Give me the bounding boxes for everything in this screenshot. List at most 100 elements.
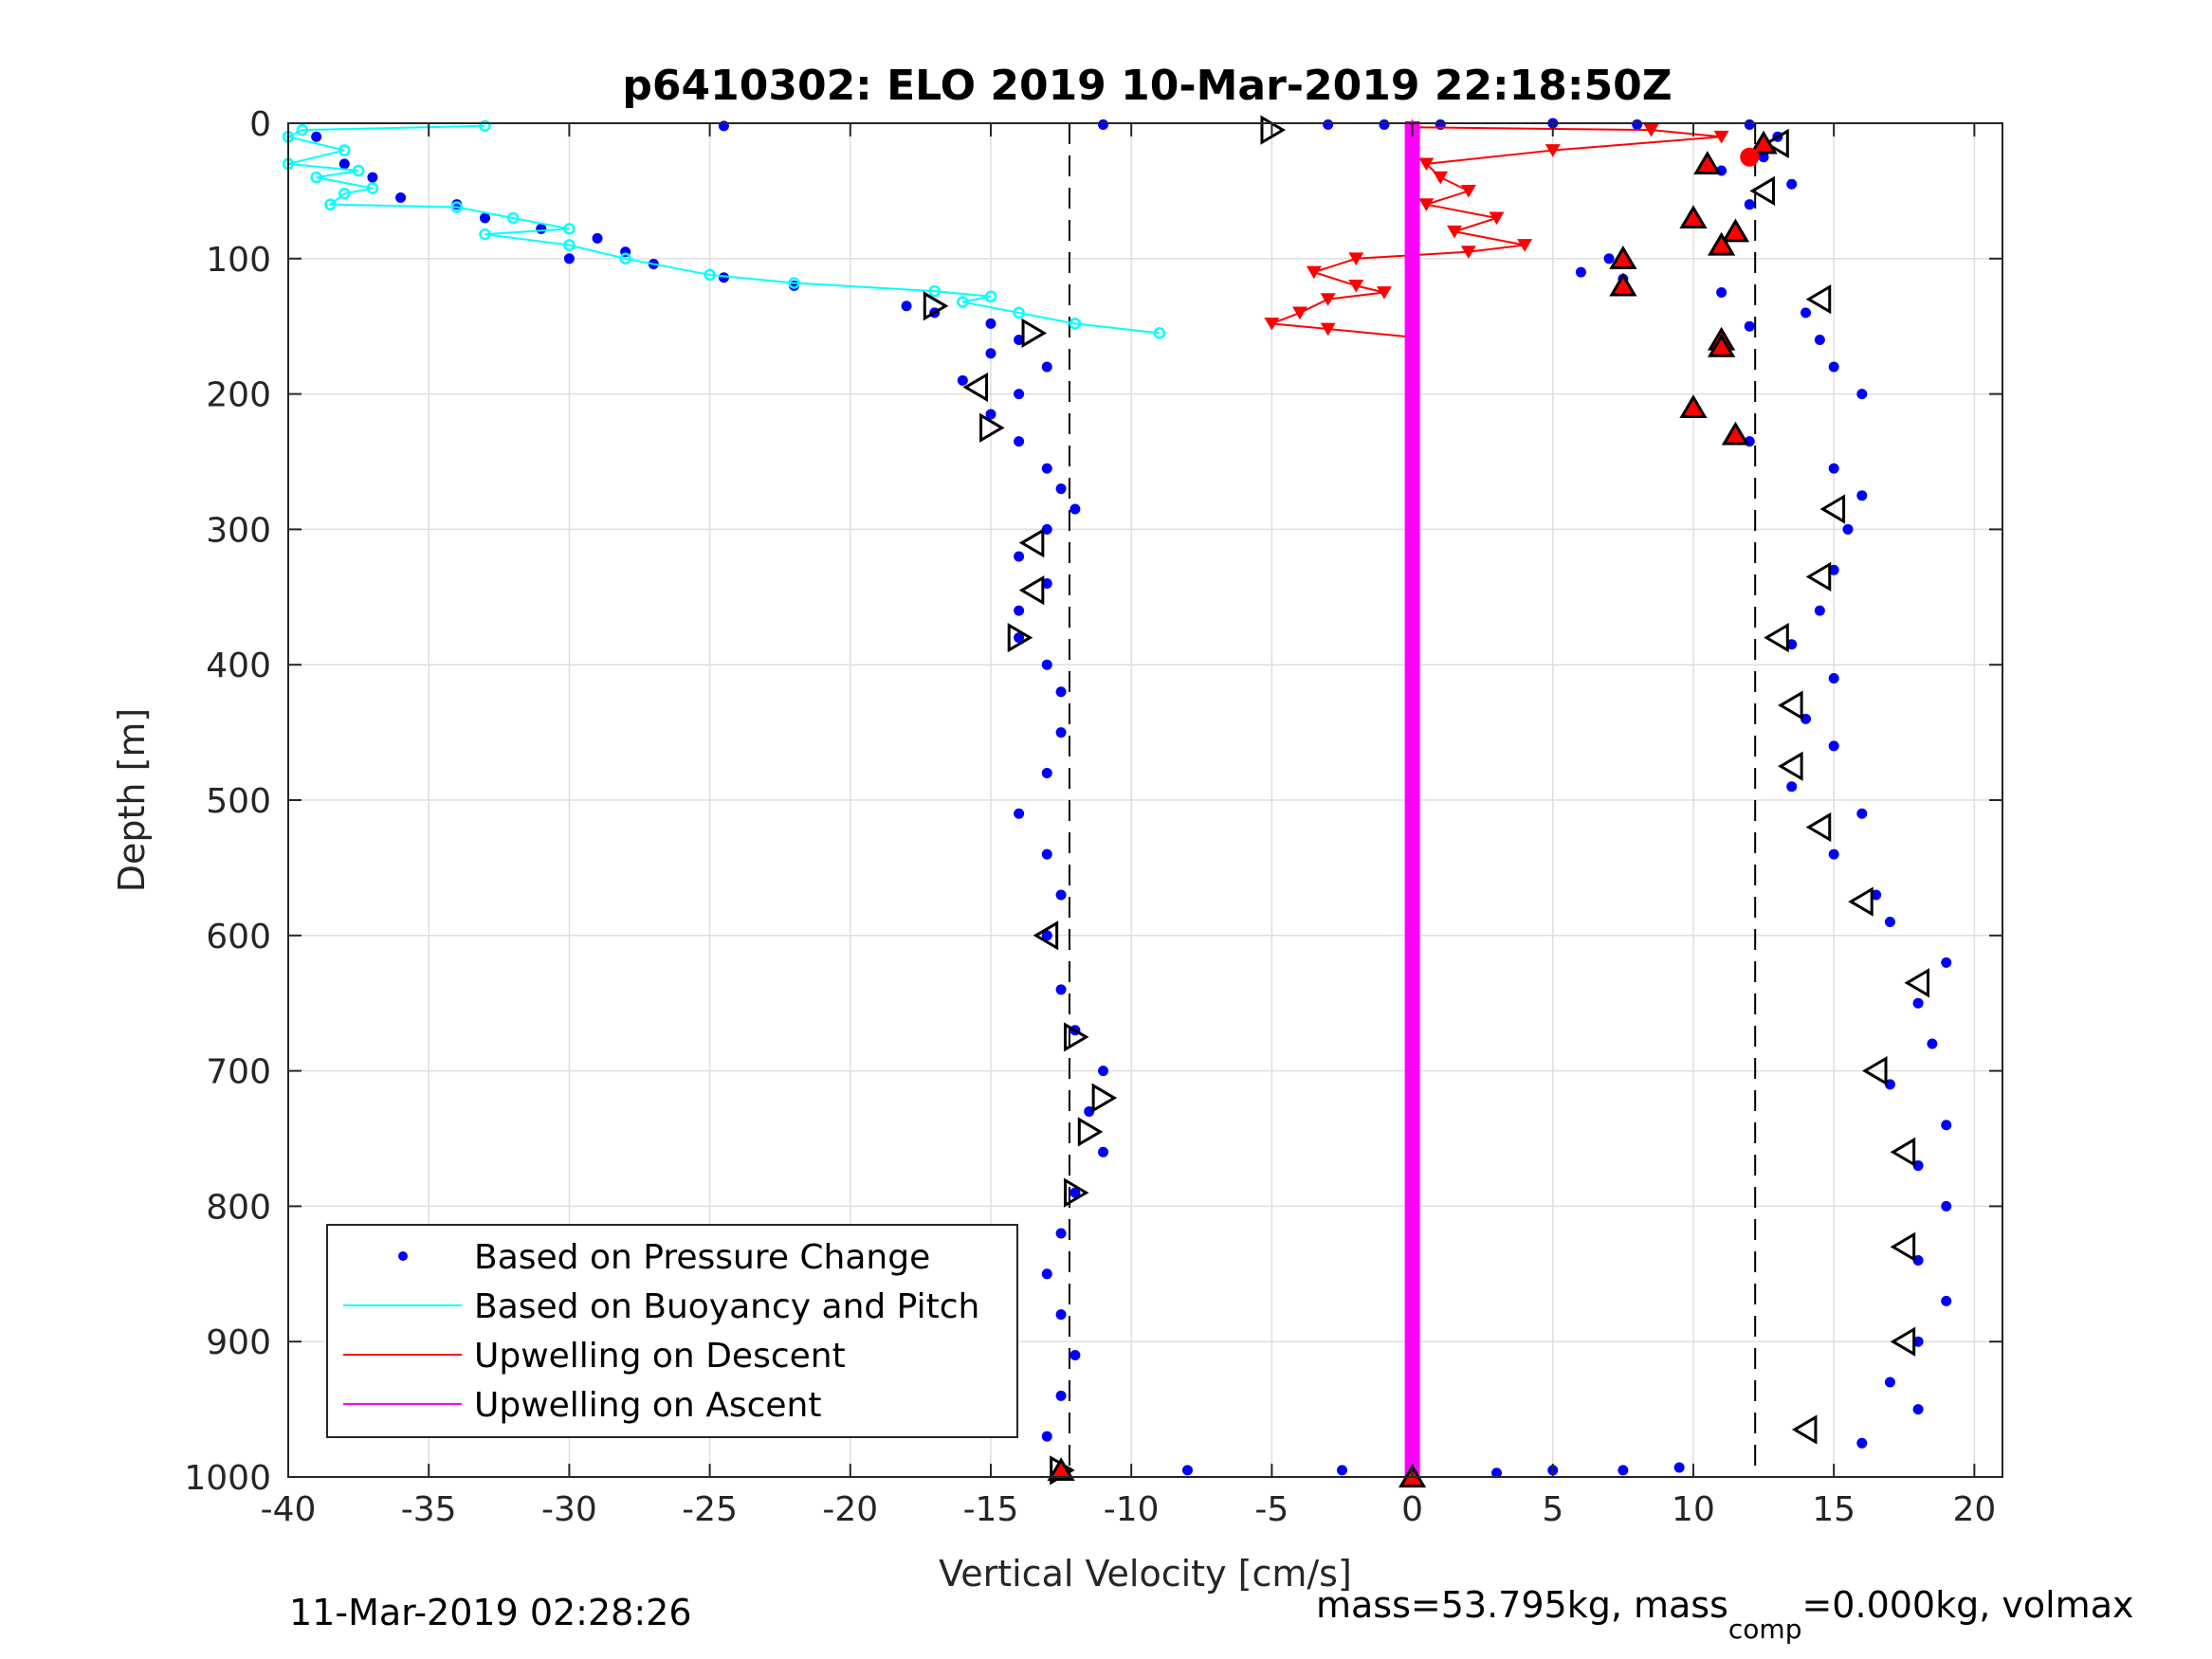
open-triangle-marker [1077, 1117, 1104, 1147]
footer-mass-subscript: comp [1728, 1613, 1802, 1645]
y-tick-label: 100 [206, 241, 271, 280]
x-tick-label: 20 [1952, 1490, 1996, 1529]
data-point [1306, 265, 1322, 280]
ascent-point [1407, 622, 1417, 631]
data-point [1716, 287, 1728, 298]
ascent-point [1407, 200, 1417, 209]
data-point [928, 284, 941, 298]
ascent-point [1407, 1012, 1417, 1021]
data-point [1041, 1431, 1052, 1442]
data-point [1603, 253, 1615, 264]
data-point [984, 290, 997, 303]
y-tick-label: 700 [206, 1053, 271, 1092]
series-open-triangles [923, 115, 1929, 1486]
ascent-point [1407, 1077, 1417, 1086]
legend-entry-label: Based on Pressure Change [474, 1238, 930, 1277]
data-point [1069, 318, 1082, 330]
legend-entry-label: Upwelling on Descent [474, 1337, 846, 1376]
data-point [1055, 727, 1067, 738]
ascent-point [1407, 931, 1417, 939]
ascent-point [1407, 817, 1417, 826]
data-point [1041, 767, 1052, 778]
ascent-point [1407, 184, 1417, 192]
ascent-point [1407, 444, 1417, 452]
legend-box [326, 1224, 1018, 1438]
ascent-point [1407, 882, 1417, 891]
data-point [1856, 1437, 1868, 1449]
data-point [1744, 118, 1755, 130]
data-point [1941, 957, 1952, 968]
y-tick-label: 1000 [184, 1459, 271, 1498]
data-point [1632, 118, 1643, 130]
data-point [1517, 239, 1533, 252]
ascent-point [1407, 151, 1417, 160]
ascent-point [1407, 1386, 1417, 1395]
open-triangle-marker [1064, 1022, 1089, 1052]
open-triangle-marker [1805, 561, 1832, 592]
filled-triangle-marker [1609, 246, 1637, 269]
ascent-point [1407, 752, 1417, 761]
ascent-point [1407, 1288, 1417, 1297]
ascent-point [1407, 785, 1417, 793]
ascent-point [1407, 1256, 1417, 1265]
data-point [506, 211, 520, 225]
data-point [1801, 713, 1812, 724]
data-point [1055, 984, 1067, 995]
x-tick-label: -5 [1254, 1490, 1289, 1529]
ascent-point [1407, 346, 1417, 355]
ascent-point [1407, 232, 1417, 241]
data-point [1447, 225, 1463, 239]
ascent-point [1407, 801, 1417, 810]
ascent-point [1407, 1093, 1417, 1103]
ascent-point [1407, 671, 1417, 680]
ascent-point [1407, 524, 1417, 534]
data-point [901, 301, 912, 312]
ascent-point [1407, 703, 1417, 712]
data-point [1828, 564, 1839, 575]
data-point [718, 272, 729, 283]
data-point [1181, 1465, 1193, 1476]
data-point [366, 182, 379, 194]
open-triangle-marker [1890, 1231, 1916, 1262]
data-point [1055, 1228, 1067, 1239]
data-point [1055, 1390, 1067, 1401]
data-point [1801, 307, 1812, 319]
footer-mass-main: mass=53.795kg, mass [1316, 1584, 1728, 1626]
ascent-point [1407, 1191, 1417, 1199]
data-point [563, 239, 576, 251]
open-triangle-marker [923, 291, 949, 321]
legend-entry-label: Based on Buoyancy and Pitch [474, 1287, 979, 1326]
ascent-point [1407, 541, 1417, 550]
y-axis-label: Depth [m] [111, 708, 153, 893]
data-point [1323, 118, 1334, 130]
ascent-point [1407, 833, 1417, 842]
data-point [985, 348, 996, 359]
open-triangle-marker [979, 412, 1005, 443]
x-tick-label: -40 [261, 1490, 317, 1529]
data-point [1418, 198, 1435, 211]
data-point [324, 198, 337, 210]
ascent-point [1407, 1450, 1417, 1460]
ascent-point [1407, 1125, 1417, 1135]
open-triangle-marker [1861, 1055, 1888, 1086]
ascent-point [1407, 281, 1417, 290]
ascent-point [1407, 135, 1417, 144]
ascent-point [1407, 557, 1417, 566]
data-point [536, 223, 547, 234]
data-point [1264, 317, 1280, 331]
data-point [1618, 1465, 1629, 1476]
filled-triangle-marker [1749, 130, 1778, 155]
open-triangle-marker [1007, 623, 1033, 653]
data-point [1055, 483, 1067, 495]
open-triangle-marker [1890, 1137, 1916, 1167]
data-point [338, 158, 350, 170]
data-point [367, 172, 378, 183]
data-point [1014, 632, 1025, 644]
ascent-point [1407, 1369, 1417, 1378]
x-tick-label: -15 [963, 1490, 1019, 1529]
filled-triangle-marker [1721, 421, 1750, 446]
x-tick-label: -10 [1104, 1490, 1160, 1529]
ascent-point [1407, 768, 1417, 777]
data-point [1912, 1336, 1924, 1347]
open-triangle-marker [962, 372, 989, 403]
